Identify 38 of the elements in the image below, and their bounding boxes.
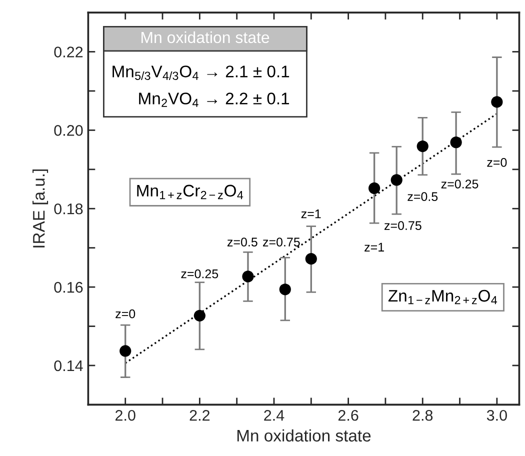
annotation: Zn$_{1−z}$Mn$_{2+z}$O$_{4}$ (388, 290, 498, 304)
annotation: z=0.25 (441, 180, 478, 188)
annotation: z=1 (364, 242, 384, 252)
point (368, 182, 380, 194)
y-axis-title: IRAE [a.u.] (32, 170, 48, 248)
annotation: Mn$_{2}$VO$_{4}$ → 2.2 ± 0.1 (139, 92, 290, 107)
y-tick-label: 0.18 (54, 203, 83, 214)
annotation: z=1 (301, 210, 321, 218)
x-tick-label: 2.8 (412, 410, 433, 421)
y-tick-label: 0.20 (54, 125, 83, 136)
x-tick-label: 3.0 (486, 410, 507, 421)
annotation: Mn$_{5/3}$V$_{4/3}$O$_{4}$ → 2.1 ± 0.1 (112, 66, 290, 80)
annotation: z=0.5 (408, 192, 438, 201)
annotation: z=0 (116, 309, 136, 318)
y-tick-label: 0.16 (54, 282, 83, 293)
point (390, 174, 402, 186)
x-axis-title: Mn oxidation state (237, 429, 371, 442)
y-tick-label: 0.22 (54, 46, 83, 58)
annotation: z=0.75 (384, 221, 422, 230)
annotation: z=0.5 (227, 238, 258, 246)
point (242, 270, 254, 282)
annotation: z=0.25 (181, 269, 218, 278)
annotation: z=0.75 (262, 238, 300, 246)
point (120, 345, 132, 357)
point (416, 140, 428, 152)
annotation: Mn$_{1+z}$Cr$_{2−z}$O$_{4}$ (137, 184, 244, 200)
x-tick-label: 2.0 (116, 410, 136, 421)
y-tick-label: 0.14 (54, 360, 83, 372)
annotation: Mn oxidation state (142, 31, 270, 44)
point (450, 136, 462, 148)
point (491, 96, 503, 108)
x-tick-label: 2.2 (190, 410, 210, 421)
point (279, 284, 291, 296)
point (305, 253, 317, 265)
x-tick-label: 2.4 (264, 410, 284, 421)
point (194, 310, 206, 322)
annotation: z=0 (487, 158, 507, 167)
x-tick-label: 2.6 (338, 410, 358, 421)
